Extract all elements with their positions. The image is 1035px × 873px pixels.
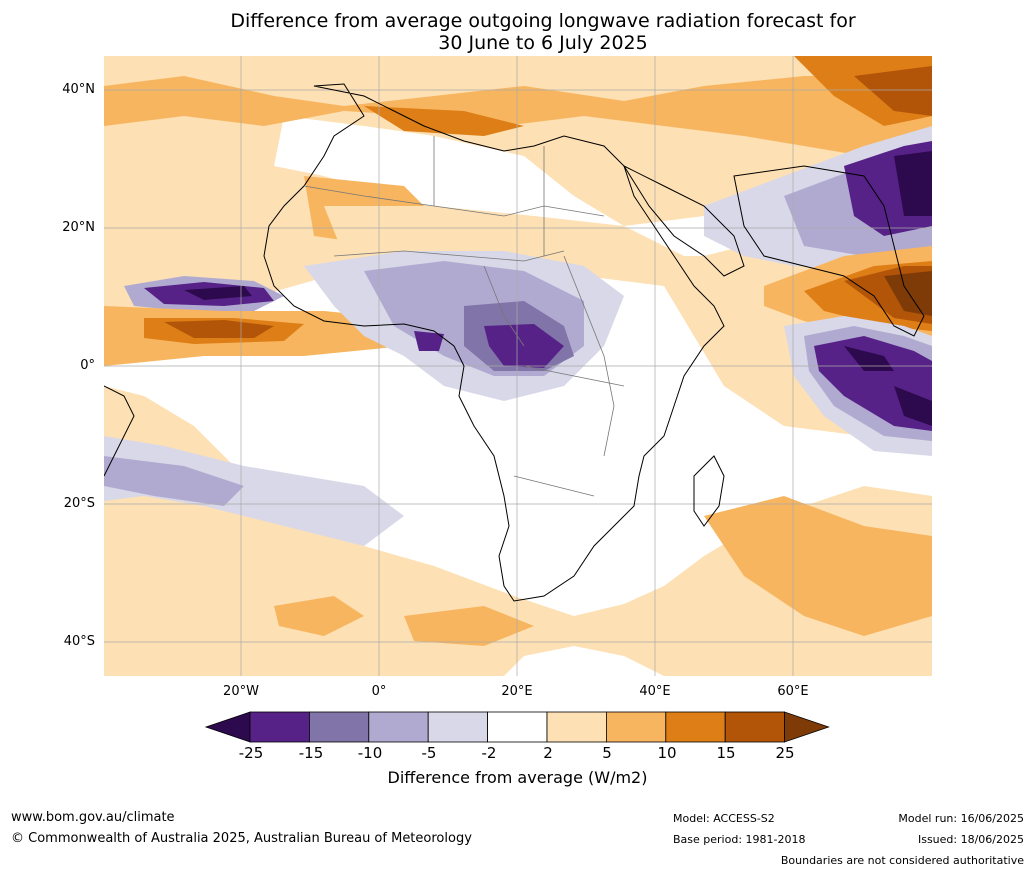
lat-label-20s: 20°S (63, 496, 95, 511)
colorbar-segment (308, 711, 370, 743)
colorbar-max-arrow (784, 711, 830, 743)
title-line-2: 30 June to 6 July 2025 (438, 32, 648, 54)
colorbar-tick: 10 (657, 744, 677, 762)
lat-label-40n: 40°N (62, 82, 95, 97)
colorbar-tick: -25 (238, 744, 264, 762)
colorbar (204, 711, 830, 743)
colorbar-segments (204, 711, 830, 743)
colorbar-tick: 5 (602, 744, 612, 762)
colorbar-segment (546, 711, 607, 743)
colorbar-segment (368, 711, 429, 743)
base-period-text: Base period: 1981-2018 (673, 833, 806, 846)
colorbar-tick: -5 (421, 744, 437, 762)
colorbar-segment (665, 711, 726, 743)
issued-text: Issued: 18/06/2025 (917, 833, 1024, 846)
model-run-text: Model run: 16/06/2025 (898, 812, 1024, 825)
lat-label-40s: 40°S (63, 634, 95, 649)
colorbar-tick: 15 (716, 744, 736, 762)
colorbar-segment (724, 711, 786, 743)
title-line-1: Difference from average outgoing longwav… (230, 10, 856, 32)
colorbar-tick: 2 (543, 744, 553, 762)
colorbar-label: Difference from average (W/m2) (387, 768, 648, 787)
map-title: Difference from average outgoing longwav… (0, 10, 1035, 54)
colorbar-tick: -2 (481, 744, 497, 762)
colorbar-segment (487, 711, 548, 743)
website-link[interactable]: www.bom.gov.au/climate (11, 810, 175, 825)
colorbar-min-arrow (204, 711, 251, 743)
lon-label-20w: 20°W (223, 684, 259, 699)
colorbar-segment (427, 711, 489, 743)
colorbar-segment (606, 711, 667, 743)
copyright-text: © Commonwealth of Australia 2025, Austra… (11, 831, 472, 846)
colorbar-segment (249, 711, 310, 743)
lat-label-0: 0° (80, 358, 95, 373)
lon-label-20e: 20°E (501, 684, 533, 699)
lon-label-0: 0° (371, 684, 387, 699)
map-canvas (104, 56, 932, 676)
model-text: Model: ACCESS-S2 (673, 812, 775, 825)
lon-label-60e: 60°E (777, 684, 809, 699)
colorbar-tick: -15 (298, 744, 324, 762)
boundaries-note: Boundaries are not considered authoritat… (780, 854, 1024, 867)
lat-label-20n: 20°N (62, 220, 95, 235)
colorbar-tick: 25 (775, 744, 795, 762)
colorbar-tick: -10 (357, 744, 383, 762)
lon-label-40e: 40°E (639, 684, 671, 699)
olr-anomaly-map (104, 56, 932, 676)
